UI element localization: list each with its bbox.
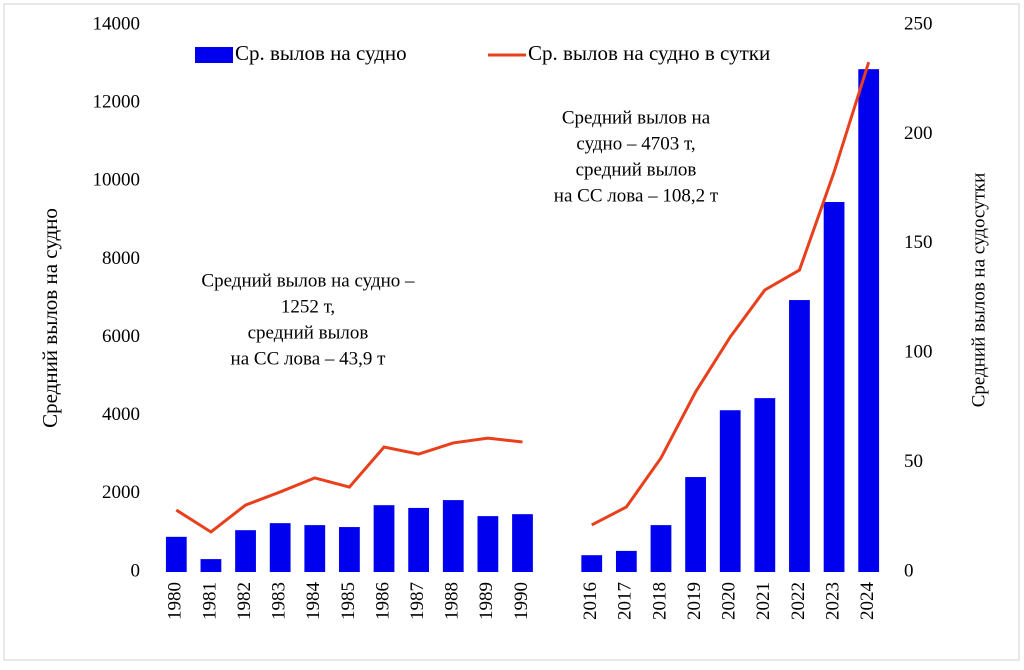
bar xyxy=(304,525,326,572)
x-tick-label: 2019 xyxy=(684,582,705,620)
y2-tick-label: 0 xyxy=(904,560,914,581)
x-tick-label: 2018 xyxy=(649,582,670,620)
bar xyxy=(442,500,464,572)
y-tick-label: 10000 xyxy=(93,170,141,191)
x-tick-label: 1984 xyxy=(303,582,324,621)
legend-label: Ср. вылов на судно в сутки xyxy=(528,41,770,65)
x-tick-label: 2016 xyxy=(580,582,601,620)
bar xyxy=(269,523,291,572)
annotation: 1252 т, xyxy=(281,296,335,317)
frame xyxy=(3,3,1020,661)
bar xyxy=(789,300,810,572)
y2-axis-title: Средний вылов на судосутки xyxy=(968,173,989,408)
y-tick-label: 2000 xyxy=(102,482,140,503)
y-tick-label: 14000 xyxy=(93,13,141,34)
x-tick-label: 1981 xyxy=(199,582,220,620)
y2-tick-label: 150 xyxy=(904,232,933,253)
bar xyxy=(512,514,533,572)
bar xyxy=(650,525,672,572)
x-tick-label: 1986 xyxy=(372,582,393,620)
annotation: средний вылов xyxy=(248,322,369,343)
bar xyxy=(408,507,430,572)
bar xyxy=(165,536,187,572)
y-tick-label: 12000 xyxy=(93,92,141,113)
x-tick-label: 2024 xyxy=(857,582,878,621)
y-tick-label: 6000 xyxy=(102,326,140,347)
x-tick-label: 2017 xyxy=(615,582,636,620)
bar xyxy=(373,505,395,572)
y2-tick-label: 100 xyxy=(904,342,933,363)
x-tick-label: 1990 xyxy=(511,582,532,620)
y-tick-label: 8000 xyxy=(102,248,140,269)
bar xyxy=(685,477,706,572)
bar xyxy=(200,559,222,572)
bar xyxy=(339,527,360,572)
annotation: на СС лова – 43,9 т xyxy=(231,348,387,369)
bar xyxy=(477,516,499,572)
bar xyxy=(823,201,845,572)
y2-tick-label: 50 xyxy=(904,451,923,472)
bar xyxy=(858,69,880,573)
legend-label: Ср. вылов на судно xyxy=(235,41,407,65)
y-tick-label: 4000 xyxy=(102,404,140,425)
y-axis-title: Средний вылов на судно xyxy=(38,208,62,428)
y2-tick-label: 250 xyxy=(904,13,933,34)
bar xyxy=(754,398,776,572)
bar xyxy=(719,410,741,572)
y-tick-label: 0 xyxy=(131,560,141,581)
x-tick-label: 2021 xyxy=(753,582,774,620)
y2-tick-label: 200 xyxy=(904,123,933,144)
bar xyxy=(235,530,256,572)
x-tick-label: 2022 xyxy=(788,582,809,620)
x-tick-label: 1989 xyxy=(476,582,497,620)
x-tick-label: 1980 xyxy=(165,582,186,620)
x-tick-label: 1987 xyxy=(407,582,428,620)
x-tick-label: 1983 xyxy=(269,582,290,620)
annotation: судно – 4703 т, xyxy=(576,133,695,154)
x-tick-label: 1985 xyxy=(338,582,359,620)
bar xyxy=(581,555,603,572)
x-tick-label: 2023 xyxy=(822,582,843,620)
annotation: на СС лова – 108,2 т xyxy=(554,185,719,206)
bar xyxy=(615,550,637,572)
annotation: Средний вылов на судно – xyxy=(201,270,415,291)
x-tick-label: 1988 xyxy=(442,582,463,620)
x-tick-label: 2020 xyxy=(719,582,740,620)
x-tick-label: 1982 xyxy=(234,582,255,620)
annotation: Средний вылов на xyxy=(562,107,711,128)
legend-swatch xyxy=(195,47,233,63)
annotation: средний вылов xyxy=(576,159,697,180)
line xyxy=(175,61,871,534)
